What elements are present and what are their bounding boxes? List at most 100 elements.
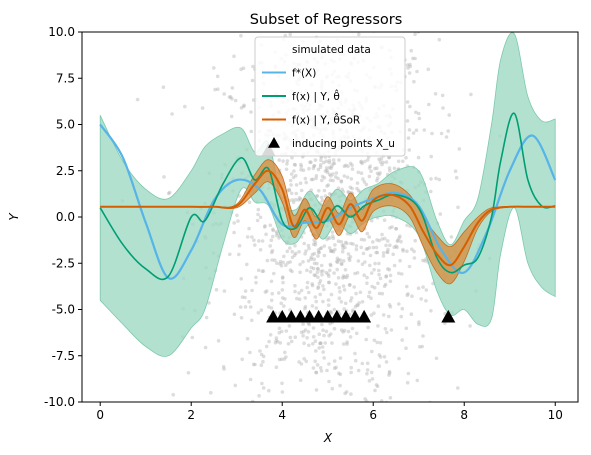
data-point (369, 218, 374, 223)
data-point (242, 103, 246, 108)
data-point (363, 159, 367, 164)
data-point (398, 234, 402, 238)
data-point (392, 166, 397, 171)
data-point (376, 324, 380, 328)
data-point (380, 162, 384, 167)
data-point (407, 128, 412, 132)
data-point (380, 232, 384, 237)
data-point (265, 436, 269, 440)
data-point (399, 314, 404, 319)
data-point (316, 275, 320, 280)
inducing-point (320, 309, 335, 323)
data-point (281, 275, 285, 280)
data-point (336, 276, 341, 280)
data-point (342, 174, 347, 178)
data-point (232, 230, 236, 235)
data-point (274, 336, 279, 340)
data-point (324, 270, 329, 275)
data-point (303, 296, 308, 300)
data-point (372, 311, 376, 316)
data-point (412, 79, 416, 84)
legend-label: inducing points X_u (292, 138, 395, 150)
data-point (301, 330, 306, 334)
data-point (312, 273, 317, 277)
data-point (267, 305, 271, 309)
data-point (275, 339, 280, 344)
data-point (332, 161, 337, 166)
data-point (277, 431, 281, 435)
data-point (414, 110, 418, 115)
data-point (333, 175, 338, 179)
data-point (436, 9, 440, 13)
data-point (307, 432, 311, 436)
data-point (348, 185, 353, 190)
data-point (359, 443, 363, 447)
data-point (320, 174, 325, 179)
data-point (350, 326, 355, 331)
data-point (346, 252, 351, 256)
data-point (316, 267, 320, 272)
data-point (250, 78, 255, 83)
data-point (281, 260, 286, 265)
data-point (375, 384, 380, 389)
data-point (301, 322, 305, 326)
data-point (319, 341, 323, 346)
data-point (354, 244, 359, 248)
data-point (313, 339, 318, 344)
data-point (349, 241, 353, 246)
data-point (361, 177, 365, 181)
data-point (346, 329, 351, 334)
data-point (468, 324, 472, 328)
data-point (356, 368, 361, 373)
data-point (365, 275, 369, 280)
data-point (258, 215, 263, 220)
data-point (346, 190, 350, 194)
data-point (365, 281, 369, 286)
data-point (270, 450, 274, 454)
data-point (232, 312, 237, 317)
data-point (378, 355, 383, 359)
data-point (336, 258, 341, 262)
data-point (358, 290, 363, 295)
inducing-point (441, 309, 456, 323)
data-point (351, 242, 355, 246)
data-point (419, 297, 424, 301)
data-point (328, 236, 332, 240)
data-point (297, 250, 301, 254)
data-point (288, 246, 292, 250)
data-point (313, 359, 318, 364)
data-point (349, 392, 353, 396)
data-point (362, 238, 367, 242)
data-point (405, 119, 410, 123)
data-point (286, 261, 290, 265)
data-point (356, 259, 361, 263)
data-point (387, 267, 392, 272)
data-point (215, 74, 220, 79)
data-point (400, 272, 404, 276)
data-point (411, 131, 416, 135)
data-point (374, 245, 379, 250)
data-point (333, 452, 337, 455)
data-point (397, 356, 401, 361)
data-point (289, 172, 294, 176)
data-point (322, 188, 327, 193)
data-point (329, 174, 333, 178)
data-point (277, 158, 282, 162)
data-point (294, 173, 298, 178)
data-point (339, 261, 344, 266)
data-point (280, 276, 285, 280)
data-point (386, 267, 390, 271)
data-point (333, 405, 337, 409)
data-point (361, 251, 366, 256)
data-point (359, 159, 364, 164)
data-point (317, 189, 321, 193)
data-point (367, 174, 372, 179)
data-point (349, 370, 354, 375)
data-point (437, 177, 442, 182)
data-point (267, 339, 271, 344)
legend-item-inducing: inducing points X_u (268, 137, 395, 150)
data-point (222, 367, 226, 371)
data-point (297, 196, 302, 200)
data-point (380, 291, 385, 296)
data-point (408, 64, 413, 69)
